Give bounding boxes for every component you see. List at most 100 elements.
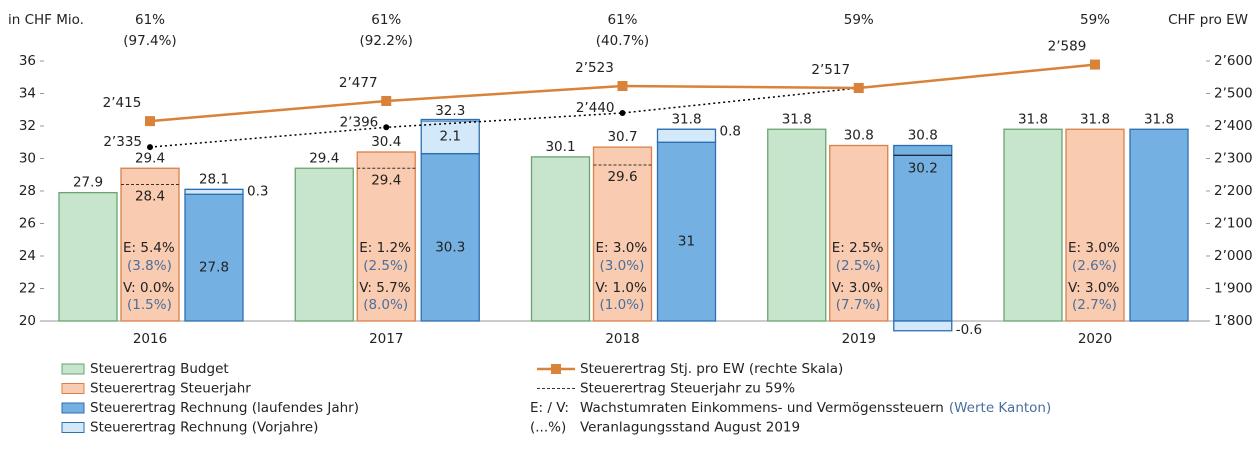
legend-swatch [61, 402, 85, 414]
bar-label: 0.3 [247, 183, 268, 199]
legend-label: Steuerertrag Rechnung (laufendes Jahr) [90, 400, 359, 416]
bar-label: -0.6 [956, 322, 982, 338]
legend-label: Steuerertrag Stj. pro EW (rechte Skala) [580, 361, 843, 377]
legend-label: Steuerertrag Steuerjahr [90, 381, 251, 397]
legend-label: Steuerertrag Rechnung (Vorjahre) [90, 420, 318, 436]
y2-tick-label: 1’800 [1214, 313, 1253, 329]
vorjahre-bar [656, 128, 717, 143]
ew-line-label: 2’415 [103, 95, 142, 111]
steuerjahr-bar [120, 167, 180, 322]
dotted-marker [147, 144, 153, 151]
y-tick-label: 36 [19, 53, 36, 69]
y-tick-label: 34 [19, 86, 36, 102]
growth-e-kanton: (2.6%) [1072, 258, 1117, 274]
x-tick-label: 2020 [1078, 331, 1112, 347]
bar-label: 0.8 [720, 123, 741, 139]
bar-label: 29.4 [135, 150, 165, 166]
growth-e: E: 1.2% [359, 240, 411, 256]
budget-bar [58, 191, 118, 322]
ew-line-label: 2’523 [575, 60, 614, 76]
y-tick-label: 30 [19, 151, 36, 167]
growth-v-kanton: (7.7%) [836, 297, 881, 313]
rechnung-bar [1129, 128, 1189, 322]
bar-label: 31.8 [1080, 111, 1110, 127]
top-stand: (97.4%) [123, 33, 176, 49]
legend-swatch [61, 383, 85, 394]
steuerjahr-bar [592, 146, 653, 322]
note-key: E: / V: [530, 400, 569, 416]
total-label: 32.3 [435, 103, 465, 119]
growth-v-kanton: (8.0%) [363, 297, 408, 313]
top-stand: (40.7%) [596, 33, 649, 49]
growth-v: V: 5.7% [359, 280, 410, 296]
bar-label: 29.4 [371, 172, 401, 188]
y2-tick-label: 2’400 [1214, 118, 1253, 134]
dotted-marker [619, 110, 626, 116]
vorjahre-bar [893, 320, 953, 332]
budget-bar [1003, 128, 1063, 322]
y2-tick-label: 2’200 [1214, 183, 1253, 199]
bar-label: 28.4 [135, 189, 165, 205]
bar-label: 31 [678, 234, 695, 250]
ew-line-label: 2’517 [811, 62, 850, 78]
total-label: 30.2 [908, 160, 938, 176]
y-tick-label: 22 [19, 281, 36, 297]
growth-v: V: 1.0% [596, 280, 647, 296]
y2-tick-label: 2’300 [1214, 151, 1253, 167]
dotted-marker [383, 124, 390, 131]
rechnung-bar [184, 193, 244, 322]
x-tick-label: 2017 [369, 331, 403, 347]
growth-e-kanton: (3.0%) [600, 258, 645, 274]
top-pct: 61% [135, 12, 165, 28]
growth-e: E: 5.4% [123, 240, 175, 256]
growth-v: V: 0.0% [123, 280, 174, 296]
steuerjahr-bar [356, 151, 416, 322]
bar-label: 30.7 [607, 129, 637, 145]
rechnung-bar [420, 152, 480, 322]
note-highlight: (Werte Kanton) [949, 400, 1051, 416]
ew-line-label: 2’477 [339, 75, 378, 91]
dotted-line-label: 2’396 [340, 114, 379, 130]
y-tick-label: 32 [19, 118, 36, 134]
growth-e-kanton: (2.5%) [363, 258, 408, 274]
note-text: Wachstumraten Einkommens- und Vermögenss… [580, 400, 944, 416]
legend-marker [551, 364, 561, 374]
legend-label: Steuerertrag Budget [90, 361, 229, 377]
y-tick-label: 26 [19, 216, 36, 232]
growth-e: E: 3.0% [596, 240, 648, 256]
y2-tick-label: 2’600 [1214, 53, 1253, 69]
growth-v: V: 3.0% [1068, 280, 1119, 296]
legend-swatch [61, 422, 85, 433]
growth-v-kanton: (1.0%) [600, 297, 645, 313]
ew-marker [1090, 59, 1100, 70]
x-tick-label: 2016 [133, 331, 167, 347]
bar-label: 31.8 [782, 111, 812, 127]
bar-label: 31.8 [1018, 111, 1048, 127]
y2-tick-label: 2’500 [1214, 86, 1253, 102]
ew-marker [617, 81, 628, 92]
y-tick-label: 24 [19, 248, 36, 264]
bar-label: 30.1 [545, 139, 575, 155]
bar-label: 31.8 [1144, 111, 1174, 127]
top-pct: 59% [844, 12, 874, 28]
y-tick-label: 20 [19, 313, 36, 329]
top-pct: 59% [1080, 12, 1110, 28]
growth-v-kanton: (1.5%) [127, 297, 172, 313]
growth-e: E: 2.5% [832, 240, 884, 256]
dotted-line-label: 2’335 [103, 134, 142, 150]
bar-label: 2.1 [440, 129, 461, 145]
ew-marker [381, 95, 392, 106]
total-label: 28.1 [199, 171, 229, 187]
y2-tick-label: 2’000 [1214, 248, 1253, 264]
y2-tick-label: 2’100 [1214, 216, 1253, 232]
y2-tick-label: 1’900 [1214, 281, 1253, 297]
vorjahre-bar [184, 188, 244, 195]
legend-label: Steuerertrag Steuerjahr zu 59% [580, 381, 795, 397]
bar-label: 30.4 [371, 134, 401, 150]
x-tick-label: 2019 [842, 331, 876, 347]
total-label: 31.8 [671, 111, 701, 127]
growth-v: V: 3.0% [832, 280, 883, 296]
budget-bar [294, 167, 354, 322]
note-key: (...%) [530, 420, 566, 436]
